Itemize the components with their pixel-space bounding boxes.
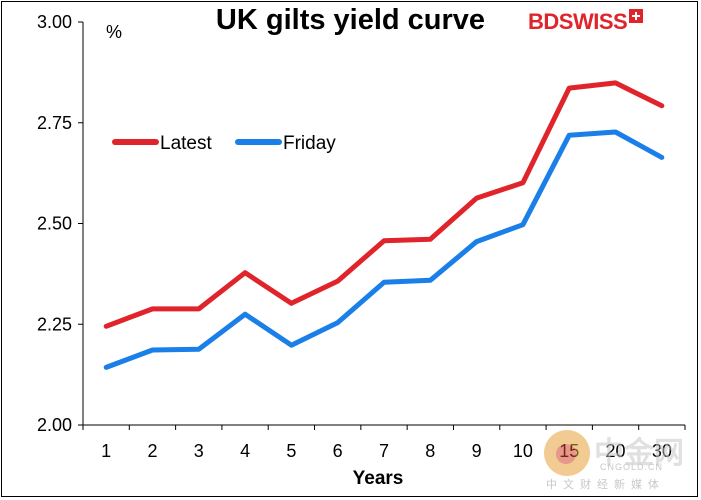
chart-title: UK gilts yield curve (215, 4, 486, 36)
series-lines (103, 80, 665, 370)
x-axis-ticks: 12345678910152030 (82, 425, 686, 461)
x-tick-label: 8 (425, 441, 435, 461)
legend-label-friday: Friday (283, 133, 336, 154)
cngold-watermark: 中金网 CNGOLD.CN 中文财经新媒体 (544, 428, 694, 492)
legend: Latest Friday (112, 133, 336, 154)
watermark-name: 中金网 (594, 436, 684, 471)
logo-bd-text: BD (528, 9, 559, 34)
axes (82, 22, 685, 426)
x-tick-label: 3 (194, 441, 204, 461)
y-tick-label: 2.25 (37, 314, 72, 334)
bdswiss-logo: BD SWISS (528, 9, 644, 35)
unit-label: % (106, 22, 123, 42)
y-tick-label: 3.00 (37, 12, 72, 32)
x-axis-title: Years (353, 468, 404, 489)
series-line-latest (103, 80, 665, 329)
y-tick-label: 2.75 (37, 113, 72, 133)
x-tick-label: 7 (379, 441, 389, 461)
y-axis-ticks: 2.00 2.25 2.50 2.75 3.00 (37, 12, 83, 435)
swiss-cross-icon (629, 9, 644, 23)
x-tick-label: 9 (472, 441, 482, 461)
x-tick-label: 5 (286, 441, 296, 461)
watermark-subtitle: 中文财经新媒体 (546, 478, 665, 491)
y-tick-label: 2.00 (37, 415, 72, 435)
logo-swiss-text: SWISS (558, 9, 628, 34)
x-tick-label: 1 (101, 441, 111, 461)
x-tick-label: 2 (147, 441, 157, 461)
series-line-friday (103, 129, 665, 370)
x-tick-label: 10 (513, 441, 533, 461)
watermark-logo-icon (544, 430, 590, 476)
x-tick-label: 6 (333, 441, 343, 461)
x-tick-label: 20 (606, 441, 626, 461)
x-tick-label: 30 (652, 441, 672, 461)
x-tick-label: 4 (240, 441, 250, 461)
y-tick-label: 2.50 (37, 214, 72, 234)
watermark-url: CNGOLD.CN (600, 462, 664, 472)
legend-label-latest: Latest (160, 133, 212, 154)
